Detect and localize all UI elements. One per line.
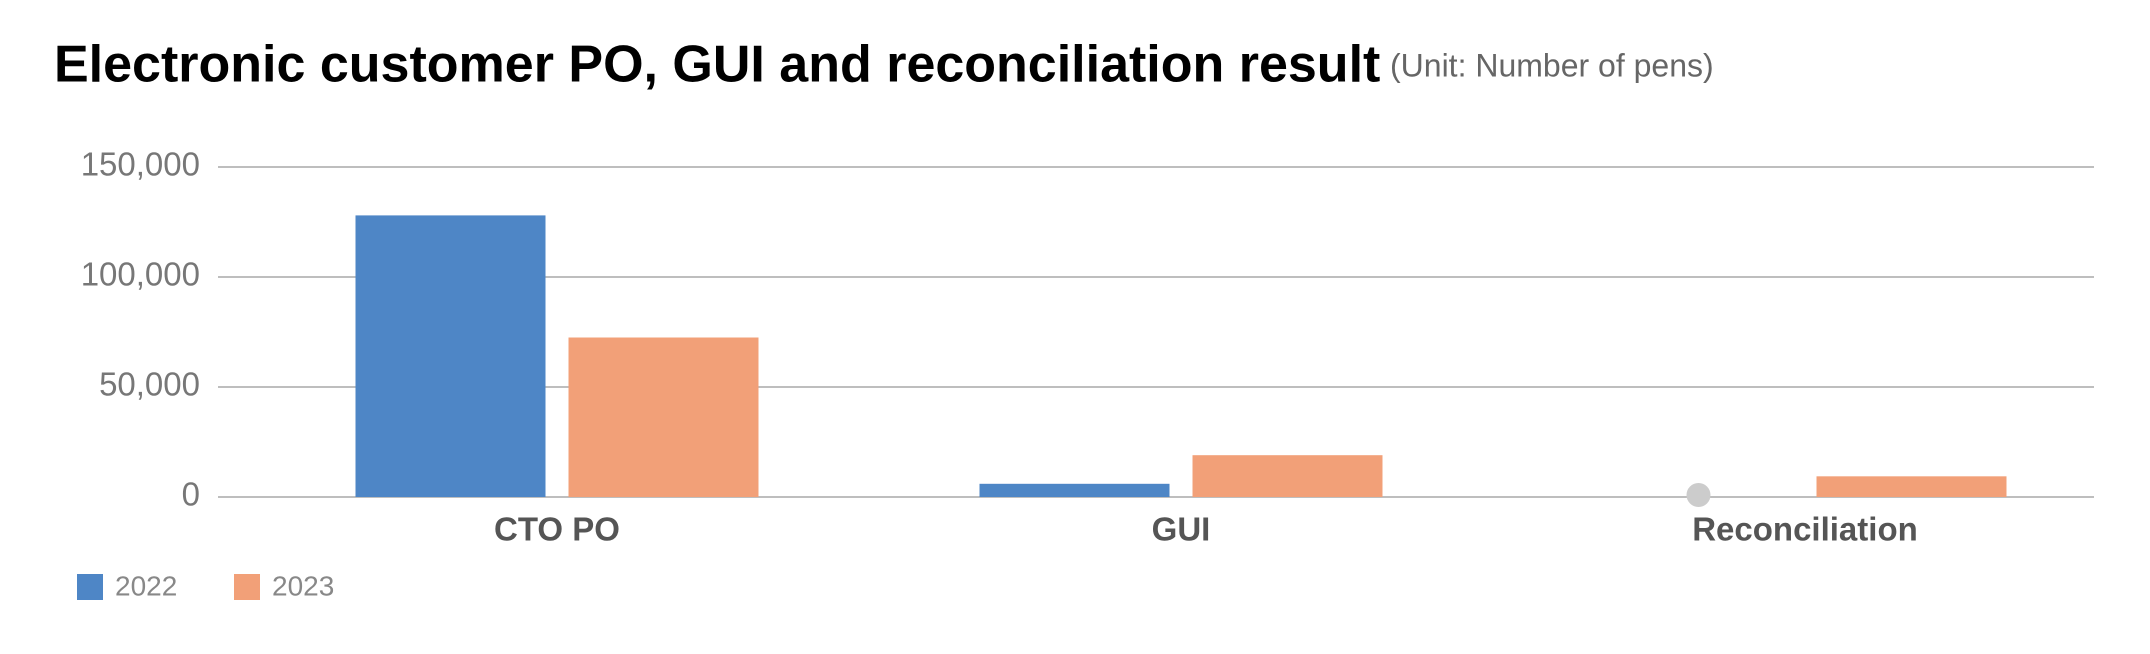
legend-label: 2022 bbox=[115, 570, 177, 601]
chart-subtitle: (Unit: Number of pens) bbox=[1390, 47, 1714, 83]
x-tick-label: GUI bbox=[1152, 511, 1211, 548]
y-tick-label: 50,000 bbox=[99, 366, 200, 403]
x-tick-label: Reconciliation bbox=[1692, 511, 1918, 548]
y-tick-label: 150,000 bbox=[81, 146, 200, 183]
y-tick-label: 100,000 bbox=[81, 256, 200, 293]
legend-swatch bbox=[234, 574, 260, 600]
legend-swatch bbox=[77, 574, 103, 600]
y-tick-label: 0 bbox=[182, 476, 200, 513]
zero-marker bbox=[1686, 483, 1711, 507]
bar bbox=[1192, 455, 1383, 497]
chart-title: Electronic customer PO, GUI and reconcil… bbox=[54, 36, 1380, 94]
bar bbox=[979, 483, 1170, 497]
x-tick-label: CTO PO bbox=[494, 511, 620, 548]
bar bbox=[568, 337, 759, 497]
bar bbox=[355, 215, 546, 497]
bar bbox=[1816, 476, 2007, 497]
legend-label: 2023 bbox=[272, 570, 334, 601]
